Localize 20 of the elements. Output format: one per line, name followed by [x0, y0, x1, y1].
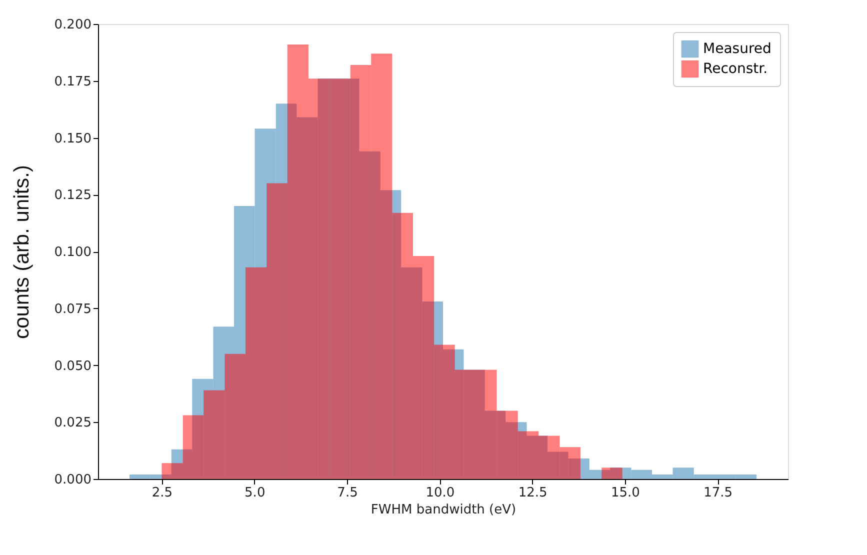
x-tick-label: 17.5 [704, 486, 733, 500]
y-tick-label: 0.100 [54, 245, 92, 260]
x-axis-title: FWHM bandwidth (eV) [370, 502, 516, 518]
y-tick-label: 0.050 [54, 358, 92, 374]
y-tick-label: 0.025 [54, 416, 92, 431]
legend-label: Reconstr. [703, 61, 768, 77]
legend-label: Measured [703, 41, 772, 57]
x-tick-label: 7.5 [337, 486, 358, 500]
x-tick-label: 12.5 [518, 486, 548, 500]
y-tick-label: 0.175 [54, 74, 92, 90]
y-tick-label: 0.200 [54, 18, 92, 32]
y-tick-label: 0.075 [54, 302, 92, 317]
y-tick-label: 0.150 [54, 131, 92, 146]
y-tick-label: 0.125 [54, 188, 92, 204]
y-axis-title: counts (arb. units.) [10, 165, 34, 339]
y-tick-label: 0.000 [54, 472, 92, 488]
x-tick-label: 15.0 [610, 486, 640, 500]
x-tick-label: 2.5 [152, 486, 173, 500]
x-tick-label: 10.0 [426, 486, 455, 500]
x-tick-label: 5.0 [244, 486, 266, 500]
